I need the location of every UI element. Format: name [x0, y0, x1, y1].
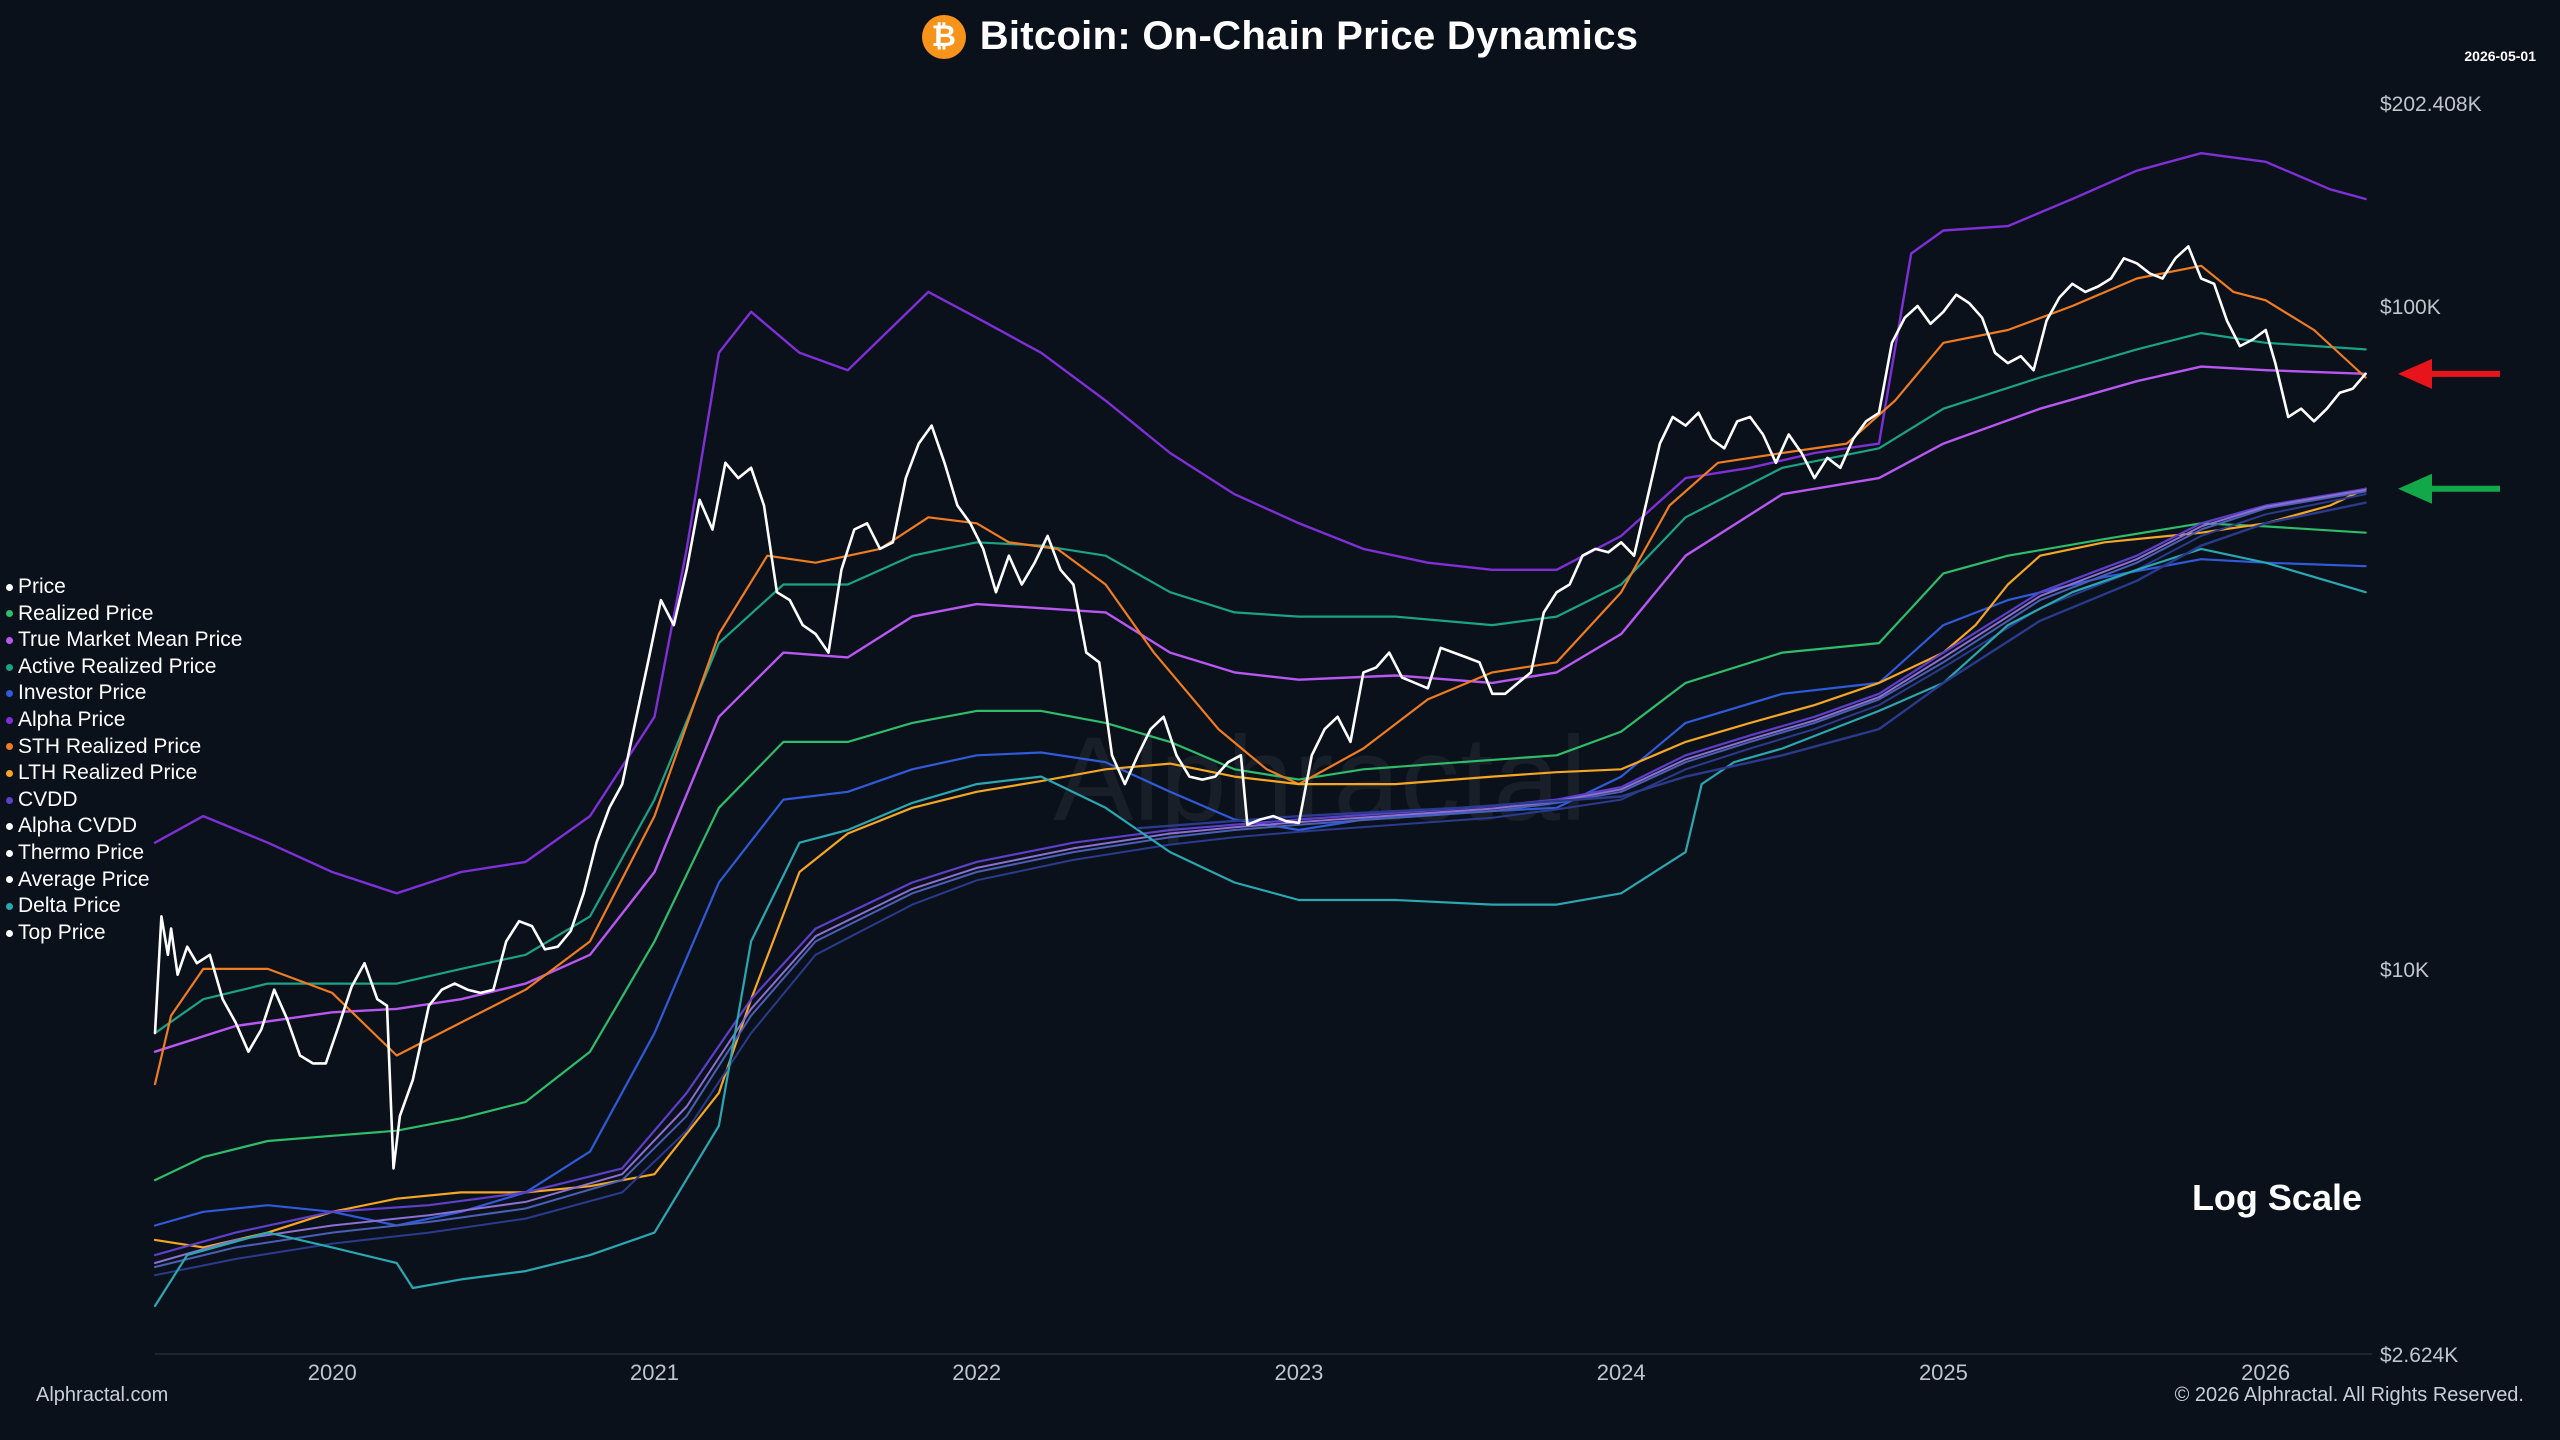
legend-label: Investor Price [18, 681, 147, 705]
arrow-red-icon [2398, 358, 2500, 389]
legend-item[interactable]: Alpha Price [6, 707, 242, 734]
legend-item[interactable]: LTH Realized Price [6, 760, 242, 787]
arrow-head [2398, 473, 2432, 504]
y-tick-label: $2.624K [2380, 1344, 2458, 1367]
legend-marker-icon [6, 769, 13, 777]
chart-legend: Price Realized Price True Market Mean Pric… [6, 574, 242, 946]
legend-item[interactable]: Thermo Price [6, 840, 242, 867]
legend-marker-icon [6, 823, 13, 831]
x-tick-label: 2022 [952, 1360, 1001, 1385]
legend-label: Realized Price [18, 601, 154, 625]
chart-date: 2026-05-01 [2464, 48, 2536, 64]
legend-item[interactable]: Investor Price [6, 680, 242, 707]
series-line-realized-price [153, 522, 2367, 1182]
log-scale-label: Log Scale [2192, 1177, 2362, 1218]
legend-item[interactable]: CVDD [6, 787, 242, 814]
y-tick-label: $202.408K [2380, 93, 2482, 116]
legend-item[interactable]: Top Price [6, 920, 242, 947]
series-line-alpha-cvdd [154, 490, 2367, 1268]
series-line-true-market-mean-price [153, 365, 2367, 1053]
series-line-average-price [154, 488, 2367, 1264]
y-tick-label: $100K [2380, 296, 2441, 319]
bitcoin-icon: ₿ [921, 14, 966, 59]
legend-label: Active Realized Price [18, 654, 217, 678]
legend-label: CVDD [18, 787, 78, 811]
x-tick-label: 2023 [1274, 1360, 1323, 1385]
series-line-investor-price [153, 558, 2367, 1227]
legend-marker-icon [6, 716, 13, 724]
legend-label: Top Price [18, 920, 106, 944]
x-tick-label: 2020 [308, 1360, 357, 1385]
legend-item[interactable]: STH Realized Price [6, 734, 242, 761]
legend-item[interactable]: True Market Mean Price [6, 627, 242, 654]
x-tick-label: 2024 [1597, 1360, 1646, 1385]
legend-item[interactable]: Active Realized Price [6, 654, 242, 681]
x-tick-label: 2025 [1919, 1360, 1968, 1385]
legend-label: LTH Realized Price [18, 761, 198, 785]
legend-label: Thermo Price [18, 840, 145, 864]
legend-item[interactable]: Alpha CVDD [6, 813, 242, 840]
x-tick-label: 2021 [630, 1360, 679, 1385]
series-line-top-price [1136, 501, 2367, 830]
footer-copyright: © 2026 Alphractal. All Rights Reserved. [2174, 1384, 2524, 1406]
legend-marker-icon [6, 583, 13, 591]
legend-item[interactable]: Delta Price [6, 893, 242, 920]
legend-label: Average Price [18, 867, 150, 891]
legend-label: True Market Mean Price [18, 628, 243, 652]
series-line-alpha-price [153, 152, 2367, 895]
legend-marker-icon [6, 690, 13, 698]
legend-marker-icon [6, 929, 13, 937]
footer-site: Alphractal.com [36, 1384, 169, 1406]
legend-label: Alpha Price [18, 707, 126, 731]
series-line-sth-realized-price [153, 264, 2367, 1086]
series-line-thermo-price [154, 493, 2367, 1277]
x-tick-label: 2026 [2241, 1360, 2290, 1385]
legend-label: Delta Price [18, 894, 121, 918]
legend-marker-icon [6, 636, 13, 644]
chart-title: Bitcoin: On-Chain Price Dynamics [979, 14, 1639, 58]
legend-marker-icon [6, 743, 13, 751]
y-tick-label: $10K [2380, 959, 2429, 982]
legend-item[interactable]: Realized Price [6, 601, 242, 628]
arrow-green-icon [2398, 473, 2500, 504]
series-line-active-realized-price [153, 332, 2367, 1035]
legend-item[interactable]: Price [6, 574, 242, 601]
legend-marker-icon [6, 902, 13, 910]
legend-marker-icon [6, 849, 13, 857]
legend-marker-icon [6, 876, 13, 884]
legend-label: Alpha CVDD [18, 814, 138, 838]
legend-marker-icon [6, 663, 13, 671]
arrow-head [2398, 358, 2432, 389]
series-line-price [153, 245, 2367, 1170]
legend-label: STH Realized Price [18, 734, 202, 758]
legend-item[interactable]: Average Price [6, 867, 242, 894]
legend-marker-icon [6, 610, 13, 618]
legend-marker-icon [6, 796, 13, 804]
chart-header: ₿ Bitcoin: On-Chain Price Dynamics [0, 14, 2560, 59]
legend-label: Price [18, 575, 66, 598]
